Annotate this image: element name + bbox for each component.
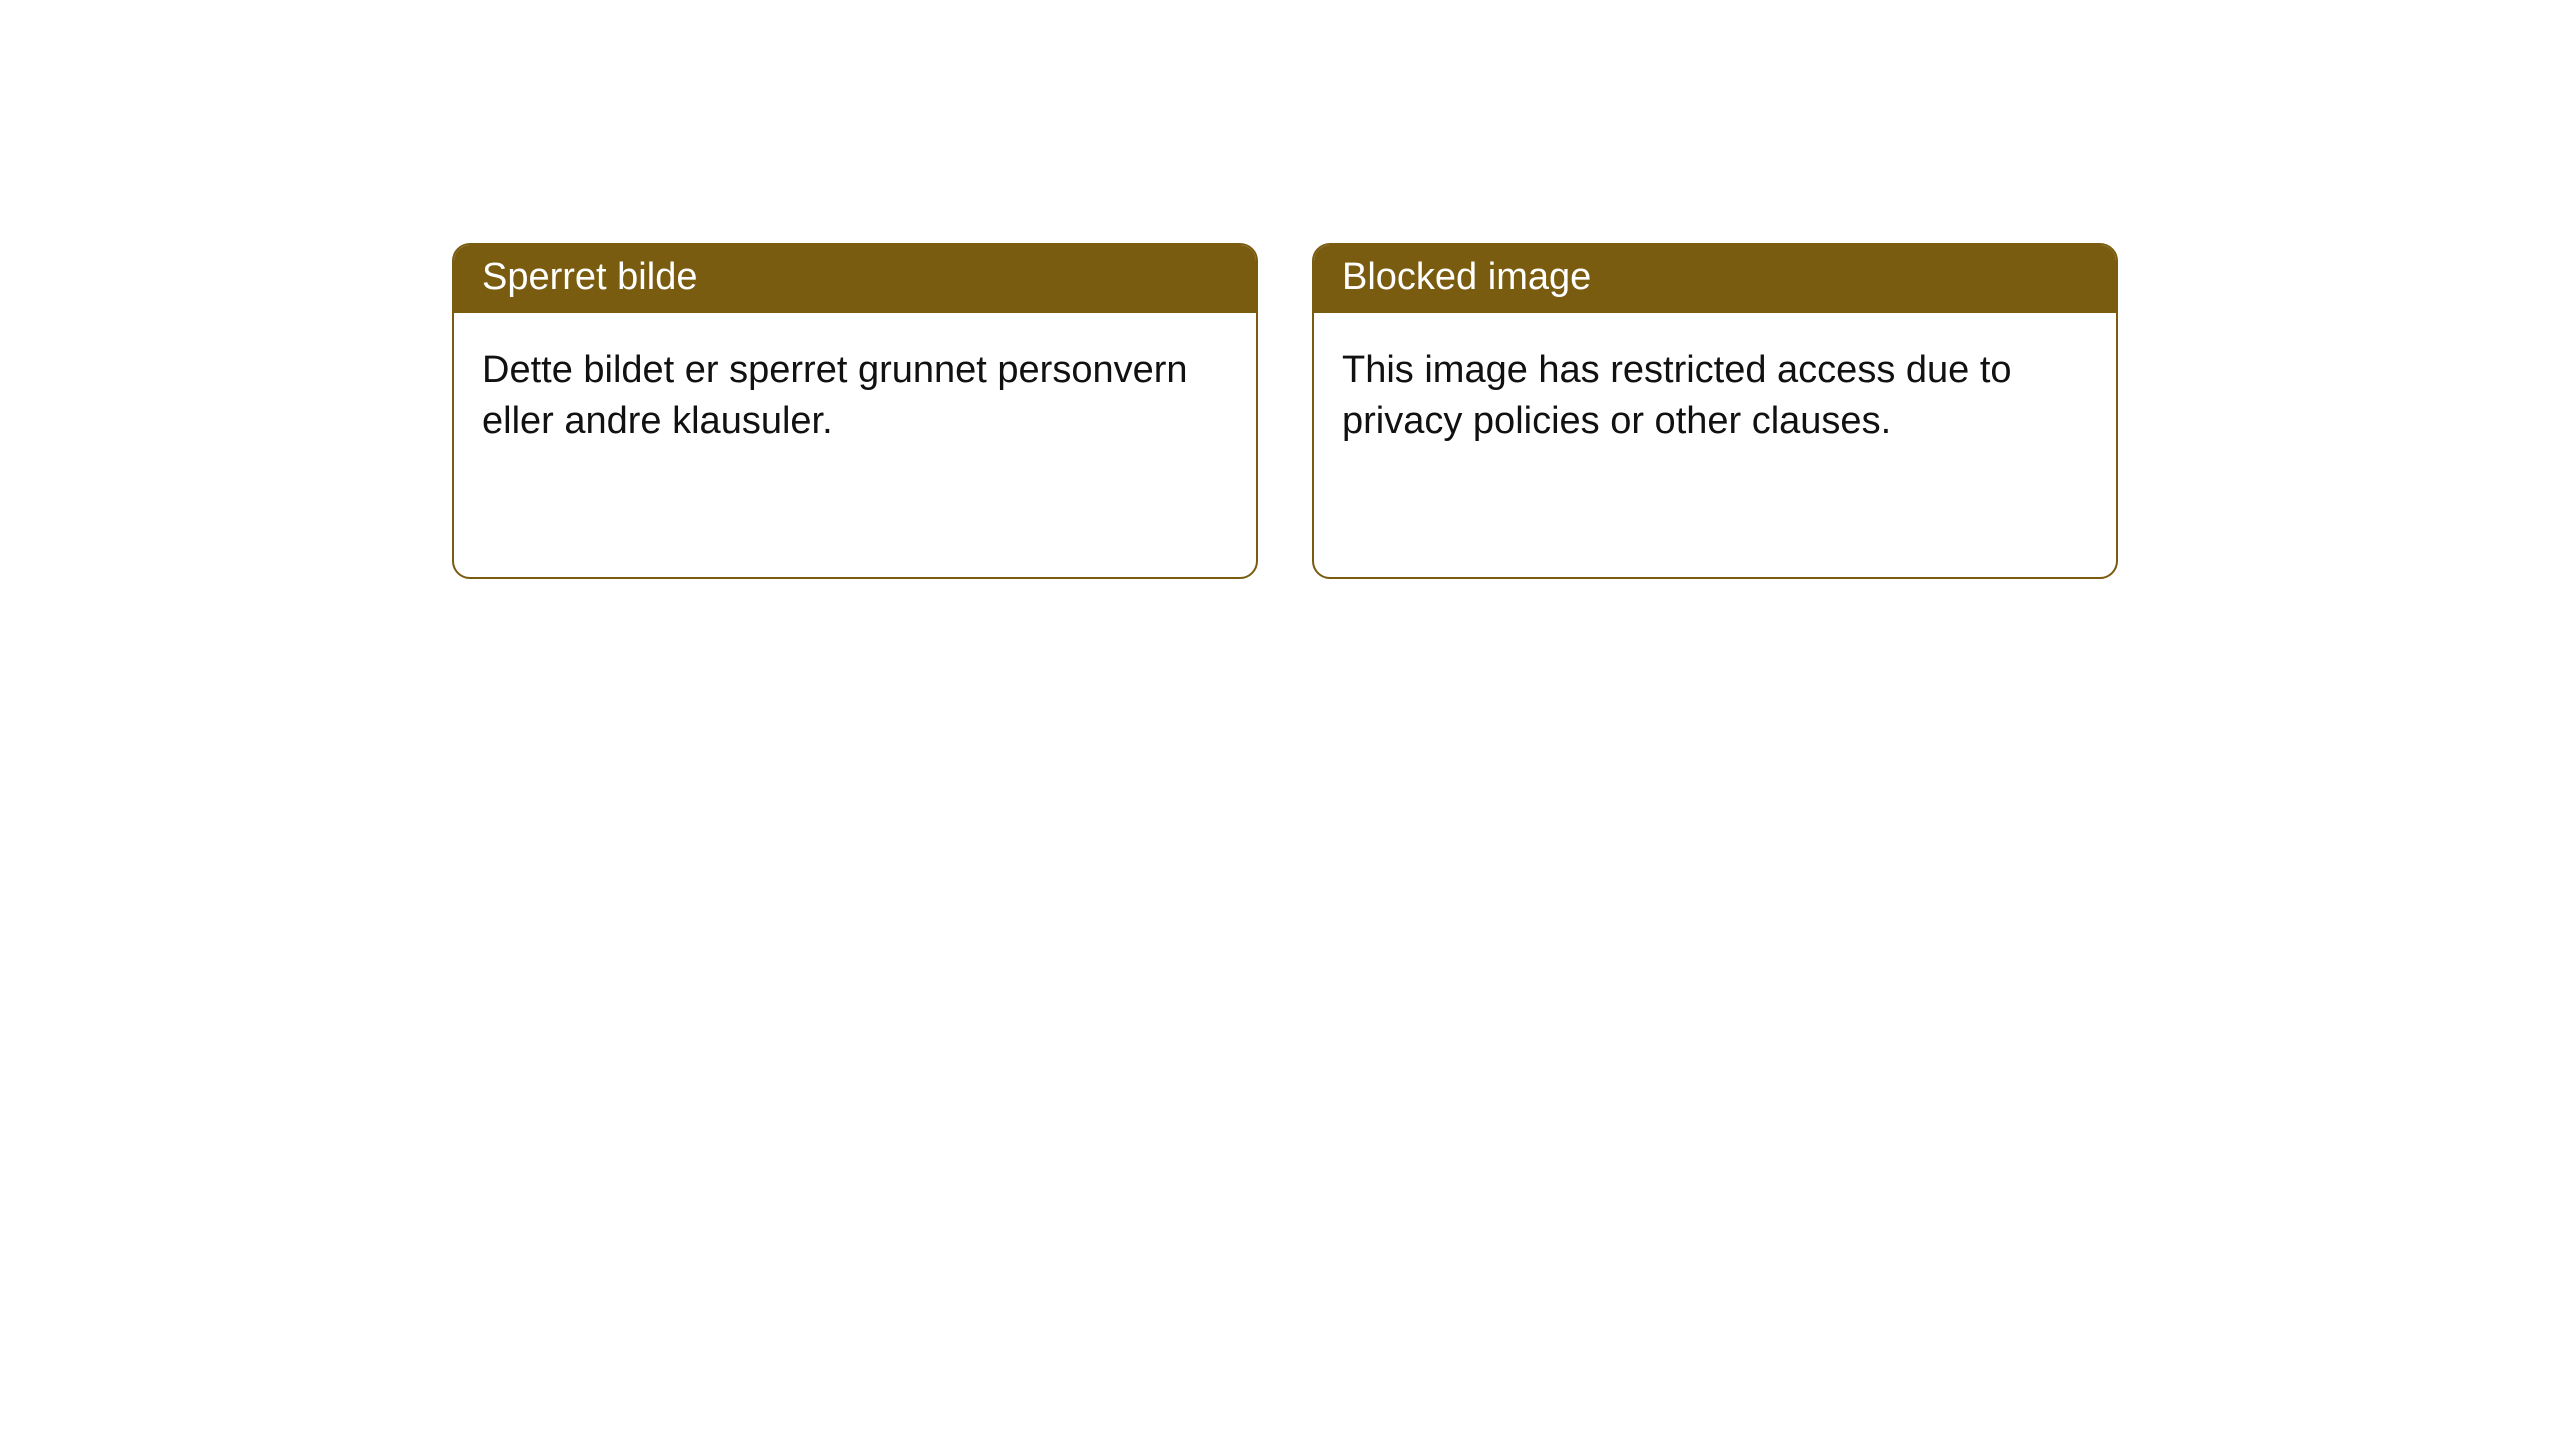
notice-card-norwegian: Sperret bilde Dette bildet er sperret gr… — [452, 243, 1258, 579]
notice-header: Sperret bilde — [454, 245, 1256, 313]
notice-body: This image has restricted access due to … — [1314, 313, 2116, 480]
notice-header: Blocked image — [1314, 245, 2116, 313]
notice-container: Sperret bilde Dette bildet er sperret gr… — [452, 243, 2118, 579]
notice-card-english: Blocked image This image has restricted … — [1312, 243, 2118, 579]
notice-body: Dette bildet er sperret grunnet personve… — [454, 313, 1256, 480]
